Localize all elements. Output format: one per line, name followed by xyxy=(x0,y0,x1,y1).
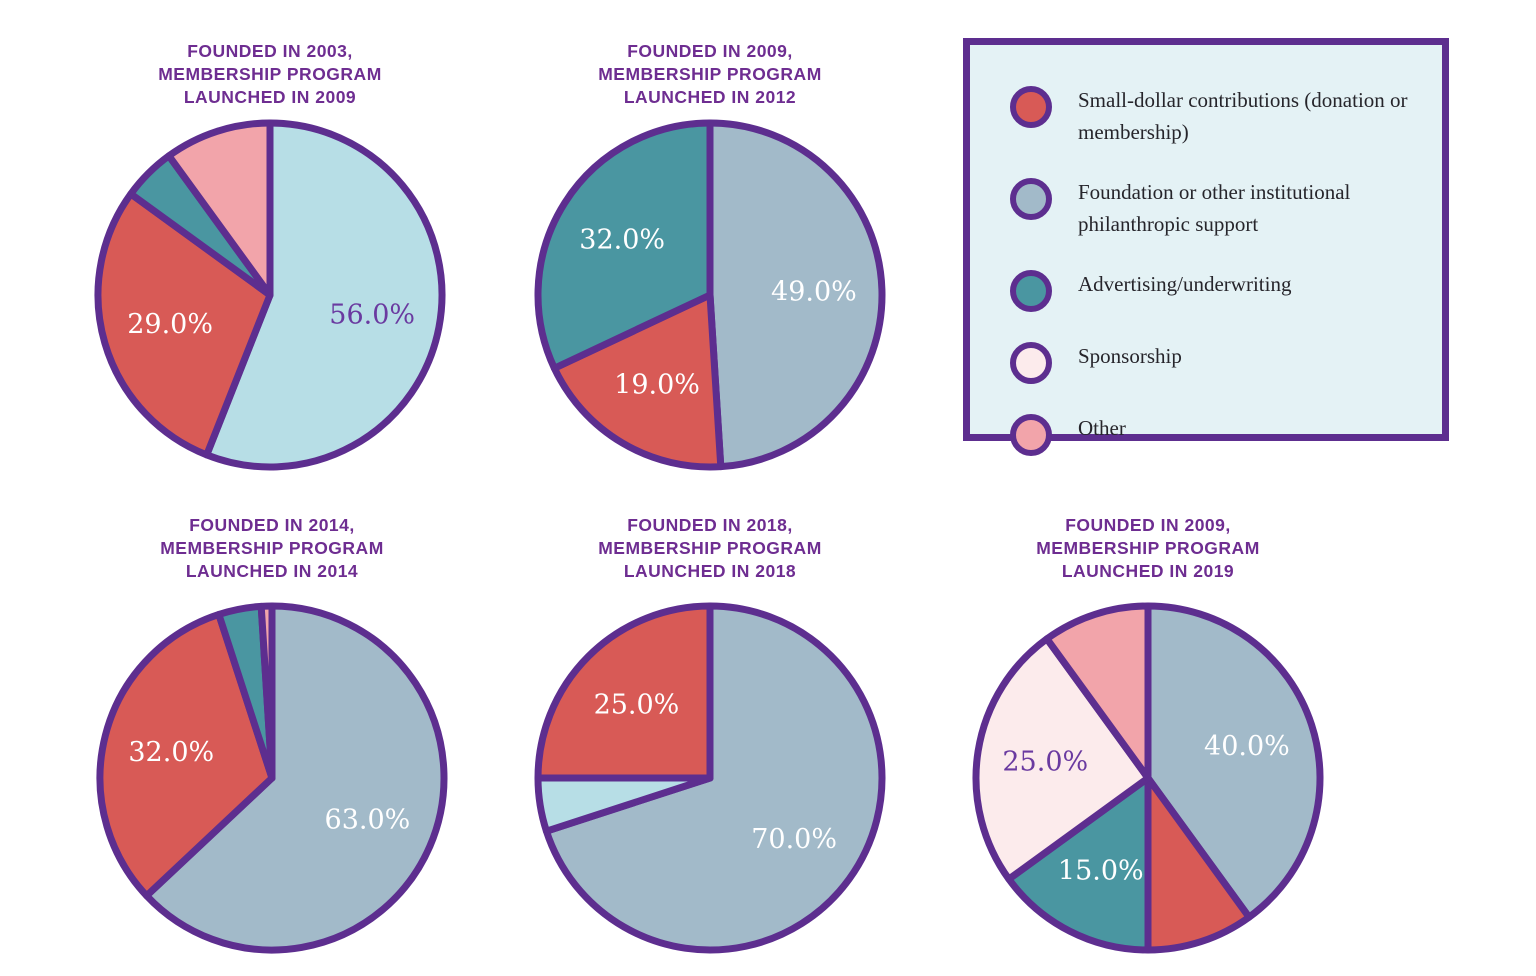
pie-title-founded-2009-2012: FOUNDED IN 2009, MEMBERSHIP PROGRAM LAUN… xyxy=(598,41,822,108)
small-dollar-swatch-icon xyxy=(1010,86,1052,128)
slice-percentage-label: 63.0% xyxy=(325,804,411,835)
pie-slice xyxy=(94,190,274,459)
pie-slice xyxy=(1144,602,1324,921)
legend-label-small-dollar: Small-dollar contributions (donation or … xyxy=(1078,88,1408,144)
pie-slice xyxy=(165,119,274,299)
sponsorship-swatch-icon xyxy=(1010,342,1052,384)
pie-slice xyxy=(1144,774,1253,954)
slice-percentage-label: 32.0% xyxy=(579,224,665,255)
pie-title-founded-2018: FOUNDED IN 2018, MEMBERSHIP PROGRAM LAUN… xyxy=(598,515,822,582)
foundation-swatch-icon xyxy=(1010,178,1052,220)
legend-label-other: Other xyxy=(1078,416,1126,440)
slice-percentage-label: 25.0% xyxy=(1002,747,1088,778)
pie-slice xyxy=(96,610,276,900)
pie-chart-founded-2018: 70.0% 25.0% xyxy=(534,602,886,954)
advertising-swatch-icon xyxy=(1010,270,1052,312)
legend-item-sponsorship: Sponsorship xyxy=(1010,341,1418,384)
legend-item-other: Other xyxy=(1010,413,1418,456)
pie-slice xyxy=(550,291,725,471)
pie-title-founded-2003: FOUNDED IN 2003, MEMBERSHIP PROGRAM LAUN… xyxy=(158,41,382,108)
slice-percentage-label: 15.0% xyxy=(1058,856,1144,887)
pie-slice xyxy=(1043,602,1152,782)
slice-percentage-label: 40.0% xyxy=(1204,731,1290,762)
legend-item-small-dollar: Small-dollar contributions (donation or … xyxy=(1010,85,1418,148)
pie-slice xyxy=(534,119,714,372)
slice-percentage-label: 19.0% xyxy=(614,370,700,401)
legend-item-foundation: Foundation or other institutional philan… xyxy=(1010,177,1418,240)
pie-slice xyxy=(542,602,886,954)
slice-percentage-label: 56.0% xyxy=(329,299,415,330)
pie-slice xyxy=(534,602,714,782)
pie-slice xyxy=(972,635,1152,883)
slice-percentage-label: 49.0% xyxy=(771,277,857,308)
legend-label-sponsorship: Sponsorship xyxy=(1078,344,1182,368)
pie-title-founded-2009-2019: FOUNDED IN 2009, MEMBERSHIP PROGRAM LAUN… xyxy=(1036,515,1260,582)
pie-slice xyxy=(143,602,448,954)
slice-percentage-label: 25.0% xyxy=(594,689,680,720)
slice-percentage-label: 32.0% xyxy=(128,737,214,768)
pie-chart-founded-2014: 63.0% 32.0% xyxy=(96,602,448,954)
pie-chart-founded-2009-2019: 40.0% 15.0% 25.0% xyxy=(972,602,1324,954)
pie-chart-founded-2003: 56.0% 29.0% xyxy=(94,119,446,471)
pie-slice xyxy=(706,119,886,471)
legend-item-advertising: Advertising/underwriting xyxy=(1010,269,1418,312)
pie-chart-founded-2009-2012: 49.0% 19.0% 32.0% xyxy=(534,119,886,471)
pie-slice xyxy=(1005,774,1152,954)
legend-label-advertising: Advertising/underwriting xyxy=(1078,272,1292,296)
pie-slice xyxy=(257,602,276,782)
pie-title-founded-2014: FOUNDED IN 2014, MEMBERSHIP PROGRAM LAUN… xyxy=(160,515,384,582)
legend-box: Small-dollar contributions (donation or … xyxy=(963,38,1449,456)
legend-label-foundation: Foundation or other institutional philan… xyxy=(1078,180,1351,236)
slice-percentage-label: 29.0% xyxy=(127,309,213,340)
other-swatch-icon xyxy=(1010,414,1052,456)
pie-slice xyxy=(203,119,446,471)
slice-percentage-label: 70.0% xyxy=(751,824,837,855)
